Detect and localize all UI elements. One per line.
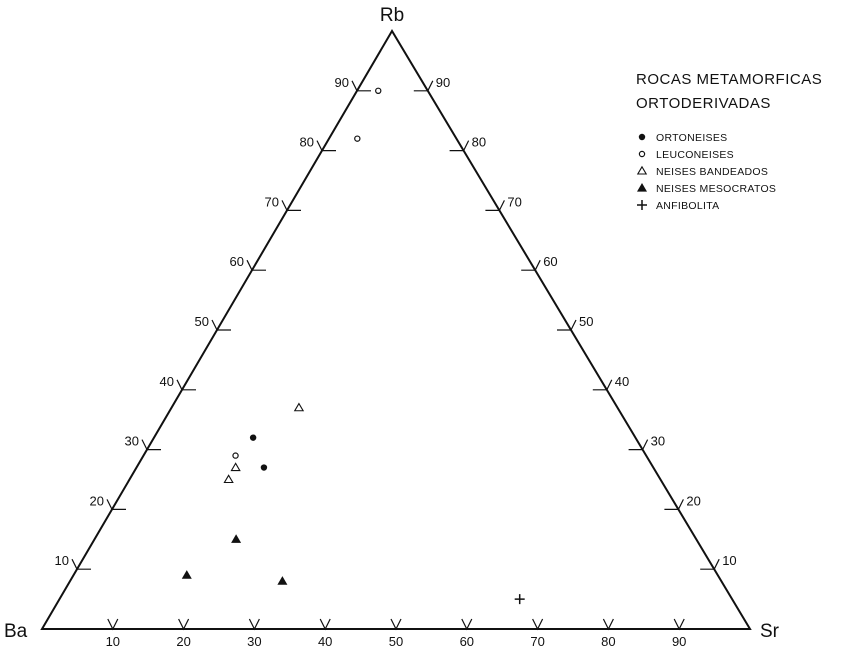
tick-sr bbox=[592, 379, 613, 391]
point-neises-bandeados bbox=[293, 402, 305, 412]
vertex-label-right: Sr bbox=[760, 621, 780, 642]
tick-label-bottom: 30 bbox=[247, 634, 261, 647]
tick-rb bbox=[176, 379, 196, 391]
tick-sr bbox=[521, 259, 541, 271]
point-anfibolita bbox=[514, 594, 525, 605]
tick-label-bottom: 80 bbox=[601, 634, 615, 647]
tick-bottom bbox=[319, 618, 331, 631]
tick-sr bbox=[700, 558, 720, 570]
tick-label-sr: 10 bbox=[722, 553, 736, 568]
point-ortoneises bbox=[249, 434, 257, 441]
tick-label-rb: 60 bbox=[230, 254, 244, 269]
tick-bottom bbox=[602, 618, 614, 631]
tick-label-rb: 40 bbox=[160, 374, 174, 389]
legend-label-anfibolita: ANFIBOLITA bbox=[656, 200, 719, 212]
tick-label-bottom: 90 bbox=[672, 634, 686, 647]
point-neises-mesocratos bbox=[231, 534, 242, 543]
vertex-label-left: Ba bbox=[4, 621, 28, 642]
legend-marker-ortoneises bbox=[638, 133, 646, 141]
tick-bottom bbox=[461, 618, 473, 631]
tick-label-sr: 60 bbox=[543, 254, 557, 269]
tick-rb bbox=[141, 439, 161, 451]
legend-title-line-2: ORTODERIVADAS bbox=[636, 95, 771, 112]
legend-title-line-1: ROCAS METAMORFICAS bbox=[636, 71, 822, 88]
tick-label-bottom: 70 bbox=[530, 634, 544, 647]
tick-label-sr: 20 bbox=[686, 493, 700, 508]
vertex-label-top: Rb bbox=[380, 5, 404, 26]
point-ortoneises bbox=[260, 464, 268, 471]
legend-label-ortoneises: ORTONEISES bbox=[656, 132, 727, 144]
point-leuconeises bbox=[354, 135, 361, 142]
legend-label-leuconeises: LEUCONEISES bbox=[656, 149, 734, 161]
legend-marker-anfibolita bbox=[637, 200, 647, 210]
tick-label-sr: 70 bbox=[507, 194, 521, 209]
tick-label-bottom: 20 bbox=[176, 634, 190, 647]
tick-sr bbox=[557, 319, 577, 331]
legend-marker-leuconeises bbox=[638, 150, 646, 158]
tick-bottom bbox=[178, 618, 190, 631]
tick-label-sr: 40 bbox=[615, 374, 629, 389]
tick-rb bbox=[106, 499, 126, 510]
point-neises-mesocratos bbox=[181, 570, 192, 579]
legend-label-neises-bandeados: NEISES BANDEADOS bbox=[656, 166, 768, 178]
tick-bottom bbox=[532, 618, 544, 631]
triangle-outline bbox=[40, 29, 752, 630]
tick-rb bbox=[246, 259, 266, 271]
tick-sr bbox=[485, 200, 505, 211]
tick-label-bottom: 40 bbox=[318, 634, 332, 647]
tick-bottom bbox=[248, 618, 260, 631]
tick-bottom bbox=[673, 618, 685, 631]
point-neises-bandeados bbox=[230, 462, 241, 472]
tick-label-rb: 80 bbox=[300, 135, 314, 150]
tick-rb bbox=[316, 140, 336, 152]
data-points bbox=[181, 87, 525, 605]
tick-label-bottom: 50 bbox=[389, 634, 403, 647]
legend-marker-neises-mesocratos bbox=[637, 183, 647, 192]
point-leuconeises bbox=[375, 87, 382, 95]
tick-label-sr: 30 bbox=[651, 434, 665, 449]
tick-label-rb: 10 bbox=[55, 553, 69, 568]
legend: ROCAS METAMORFICAS ORTODERIVADAS ORTONEI… bbox=[636, 71, 822, 212]
tick-label-sr: 80 bbox=[472, 135, 486, 150]
tick-label-rb: 50 bbox=[195, 314, 209, 329]
tick-label-sr: 90 bbox=[436, 75, 450, 90]
tick-bottom bbox=[390, 618, 402, 631]
point-neises-bandeados bbox=[223, 474, 234, 484]
tick-sr bbox=[628, 439, 649, 451]
tick-label-rb: 30 bbox=[125, 434, 139, 449]
tick-marks: 10 90 10 20 80 20 30 70 30 40 60 40 50 50 50 60 40 60 70 30… bbox=[55, 75, 737, 647]
tick-bottom bbox=[107, 618, 119, 631]
legend-marker-neises-bandeados bbox=[636, 165, 648, 175]
point-leuconeises bbox=[232, 452, 239, 459]
point-neises-mesocratos bbox=[277, 576, 288, 585]
legend-label-neises-mesocratos: NEISES MESOCRATOS bbox=[656, 183, 776, 195]
tick-rb bbox=[351, 80, 371, 92]
ternary-triangle bbox=[40, 29, 752, 630]
tick-label-bottom: 10 bbox=[106, 634, 120, 647]
tick-label-rb: 70 bbox=[265, 194, 279, 209]
tick-sr bbox=[413, 80, 434, 92]
tick-label-rb: 90 bbox=[335, 75, 349, 90]
tick-sr bbox=[449, 140, 470, 152]
tick-rb bbox=[211, 319, 231, 331]
tick-rb bbox=[281, 200, 301, 211]
tick-sr bbox=[664, 499, 684, 510]
tick-label-bottom: 60 bbox=[460, 634, 474, 647]
tick-rb bbox=[71, 558, 91, 570]
tick-label-rb: 20 bbox=[90, 493, 104, 508]
tick-label-sr: 50 bbox=[579, 314, 593, 329]
